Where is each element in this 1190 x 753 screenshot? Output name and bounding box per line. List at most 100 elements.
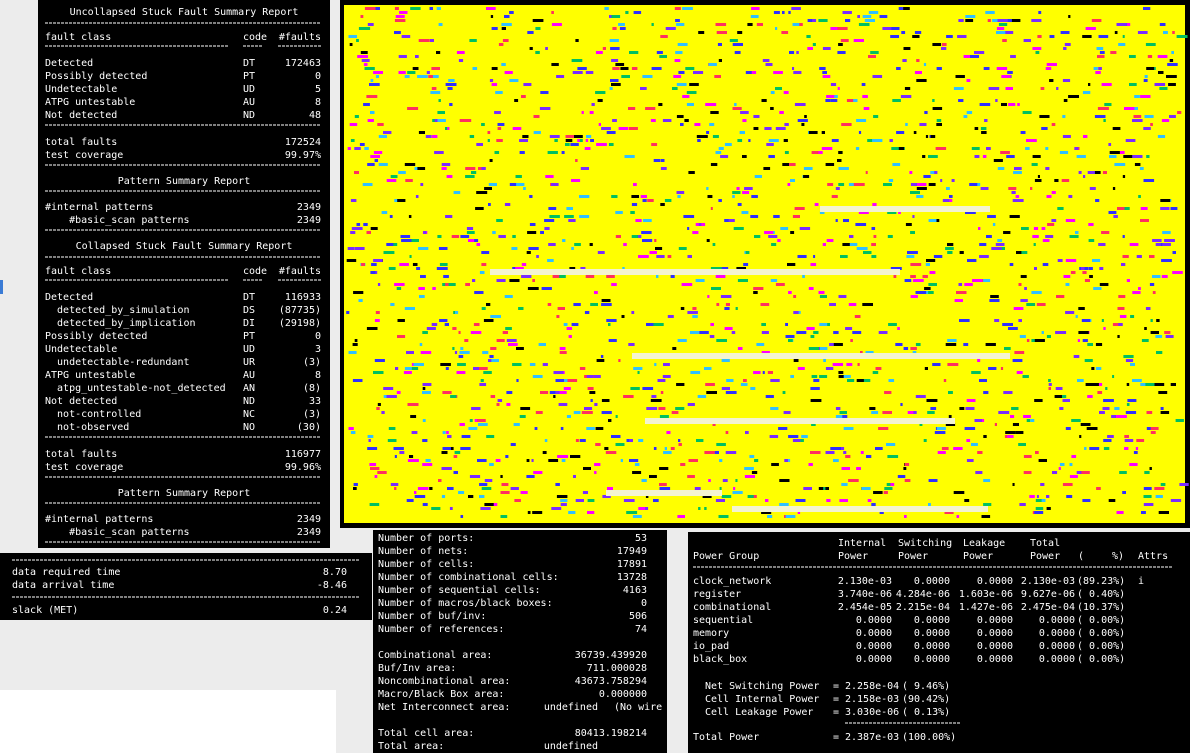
layout-cell [594,291,598,294]
layout-cell [896,131,905,134]
layout-cell [778,427,788,430]
layout-cell [699,331,709,334]
layout-cell [480,507,491,510]
layout-cell [983,479,991,482]
layout-cell [905,223,912,226]
layout-cell [388,267,396,270]
layout-cell [556,75,565,78]
terminal-text: 8 [315,370,321,381]
layout-cell [539,107,551,110]
layout-cell [571,59,583,62]
layout-cell [820,347,828,350]
terminal-text: ( 0.40%) [1077,589,1125,600]
layout-cell [631,235,639,238]
layout-cell [601,299,611,302]
layout-cell [753,495,757,498]
layout-cell [492,231,496,234]
layout-cell [796,51,799,54]
layout-cell [532,511,543,514]
terminal-text: ND [243,396,255,407]
layout-cell [422,391,431,394]
layout-cell [629,51,639,54]
layout-cell [683,215,695,218]
layout-cell [410,7,421,10]
layout-cell [495,91,503,94]
layout-cell [558,275,566,278]
layout-cell [804,115,807,118]
layout-cell [448,79,455,82]
layout-cell [932,107,943,110]
layout-cell [479,367,488,370]
layout-cell [601,399,610,402]
layout-cell [1064,43,1071,46]
layout-cell [1012,359,1023,362]
layout-cell [446,431,449,434]
layout-cell [377,283,381,286]
layout-cell [845,327,853,330]
layout-cell [1005,431,1016,434]
layout-cell [1062,79,1071,82]
layout-cell [780,227,789,230]
layout-cell [569,267,576,270]
terminal-text: Collapsed Stuck Fault Summary Report [76,241,293,252]
layout-cell [1087,395,1093,398]
layout-cell [1013,171,1022,174]
terminal-text: 5 [315,84,321,95]
layout-cell [478,167,484,170]
layout-cell [770,407,779,410]
layout-cell [519,151,525,154]
layout-cell [822,71,827,74]
layout-cell [1014,351,1025,354]
layout-cell [750,387,756,390]
layout-cell [476,243,481,246]
layout-cell [743,263,749,266]
layout-cell [839,411,847,414]
layout-cell [496,403,500,406]
layout-cell [350,431,356,434]
layout-cell [1081,267,1085,270]
terminal-text: AU [243,97,255,108]
layout-cell [871,411,879,414]
layout-cell [928,183,936,186]
layout-cell [468,427,478,430]
layout-cell [1071,419,1081,422]
layout-cell [1004,347,1011,350]
layout-cell [1126,403,1130,406]
layout-cell [531,223,536,226]
layout-cell [1126,383,1130,386]
layout-cell [896,67,901,70]
layout-cell [1118,43,1126,46]
layout-cell [659,55,667,58]
layout-cell [353,483,358,486]
layout-cell [1146,411,1153,414]
layout-cell [458,491,465,494]
layout-cell [545,47,548,50]
layout-cell [1175,419,1184,422]
layout-cell [504,295,513,298]
layout-cell [369,83,380,86]
layout-cell [629,439,633,442]
terminal-text: Buf/Inv area: [378,663,456,674]
layout-cell [675,407,685,410]
layout-cell [611,15,621,18]
layout-cell [832,363,843,366]
layout-cell [680,123,684,126]
layout-cell [408,215,412,218]
layout-cell [1012,199,1024,202]
layout-cell [749,455,755,458]
layout-cell [656,275,659,278]
layout-cell [983,503,992,506]
layout-cell [460,235,470,238]
terminal-text: 0.000000 [599,689,647,700]
layout-cell [986,235,992,238]
layout-cell [787,263,796,266]
terminal-text: 0 [641,598,647,609]
layout-cell [431,135,438,138]
layout-cell [538,343,546,346]
layout-cell [1070,271,1076,274]
layout-cell [356,223,361,226]
layout-cell [702,495,712,498]
layout-cell [1129,55,1136,58]
layout-cell [1103,439,1112,442]
layout-cell [865,351,874,354]
